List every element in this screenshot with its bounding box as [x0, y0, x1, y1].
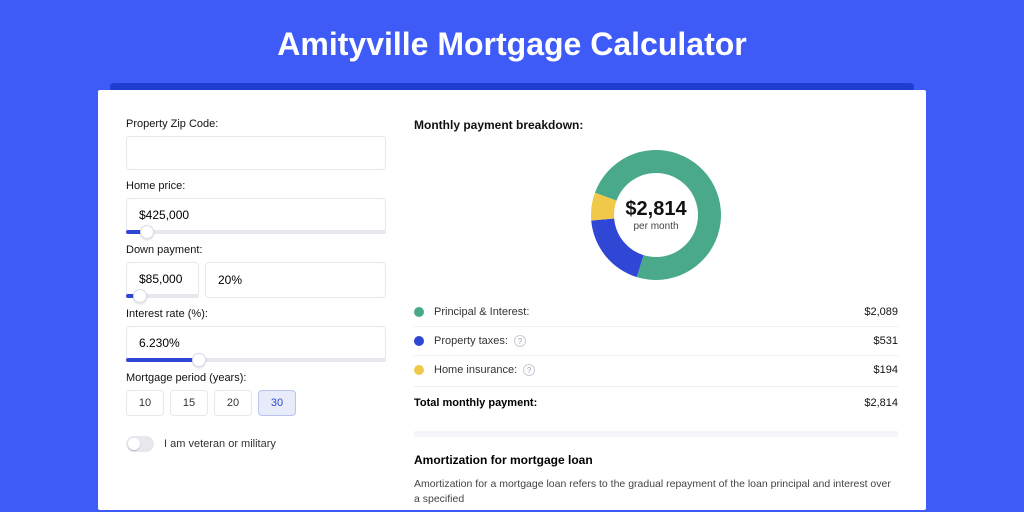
donut-chart: $2,814 per month	[414, 150, 898, 280]
legend-value-tax: $531	[874, 335, 898, 347]
input-down-payment-pct[interactable]	[205, 262, 386, 298]
label-interest: Interest rate (%):	[126, 308, 386, 320]
amort-title: Amortization for mortgage loan	[414, 453, 898, 467]
field-interest: Interest rate (%):	[126, 308, 386, 362]
field-period: Mortgage period (years): 10152030	[126, 372, 386, 416]
field-zip: Property Zip Code:	[126, 118, 386, 170]
toggle-knob-icon	[128, 438, 140, 450]
slider-thumb-down-payment[interactable]	[133, 289, 147, 303]
legend-label-pi: Principal & Interest:	[434, 306, 529, 318]
breakdown-title: Monthly payment breakdown:	[414, 118, 898, 132]
field-home-price: Home price:	[126, 180, 386, 234]
field-veteran: I am veteran or military	[126, 436, 386, 452]
total-label: Total monthly payment:	[414, 397, 537, 409]
donut-center: $2,814 per month	[625, 198, 686, 232]
toggle-veteran[interactable]	[126, 436, 154, 452]
slider-interest[interactable]	[126, 358, 386, 362]
slider-thumb-interest[interactable]	[192, 353, 206, 367]
period-btn-15[interactable]: 15	[170, 390, 208, 416]
total-value: $2,814	[864, 397, 898, 409]
calculator-card: Property Zip Code: Home price: Down paym…	[98, 90, 926, 510]
legend-value-ins: $194	[874, 364, 898, 376]
input-interest[interactable]	[126, 326, 386, 360]
swatch-pi	[414, 307, 424, 317]
label-zip: Property Zip Code:	[126, 118, 386, 130]
form-panel: Property Zip Code: Home price: Down paym…	[126, 118, 386, 482]
swatch-tax	[414, 336, 424, 346]
slider-thumb-home-price[interactable]	[140, 225, 154, 239]
input-home-price[interactable]	[126, 198, 386, 232]
swatch-ins	[414, 365, 424, 375]
period-btn-10[interactable]: 10	[126, 390, 164, 416]
page-title: Amityville Mortgage Calculator	[0, 0, 1024, 83]
legend-value-pi: $2,089	[864, 306, 898, 318]
legend-label-tax: Property taxes:	[434, 335, 508, 347]
info-icon[interactable]: ?	[523, 364, 535, 376]
legend-label-ins: Home insurance:	[434, 364, 517, 376]
period-btn-20[interactable]: 20	[214, 390, 252, 416]
period-btn-30[interactable]: 30	[258, 390, 296, 416]
legend-row-pi: Principal & Interest: $2,089	[414, 298, 898, 327]
amort-text: Amortization for a mortgage loan refers …	[414, 477, 898, 506]
slider-down-payment[interactable]	[126, 294, 199, 298]
slider-home-price[interactable]	[126, 230, 386, 234]
legend-row-tax: Property taxes:? $531	[414, 327, 898, 356]
field-down-payment: Down payment:	[126, 244, 386, 298]
donut-amount: $2,814	[625, 198, 686, 221]
label-period: Mortgage period (years):	[126, 372, 386, 384]
total-row: Total monthly payment: $2,814	[414, 386, 898, 423]
breakdown-panel: Monthly payment breakdown: $2,814 per mo…	[414, 118, 898, 482]
amortization-section: Amortization for mortgage loan Amortizat…	[414, 431, 898, 506]
card-header-bar	[110, 83, 914, 90]
info-icon[interactable]: ?	[514, 335, 526, 347]
label-veteran: I am veteran or military	[164, 438, 276, 450]
label-home-price: Home price:	[126, 180, 386, 192]
legend-row-ins: Home insurance:? $194	[414, 356, 898, 384]
donut-sub: per month	[625, 221, 686, 232]
input-zip[interactable]	[126, 136, 386, 170]
legend: Principal & Interest: $2,089 Property taxe…	[414, 298, 898, 384]
label-down-payment: Down payment:	[126, 244, 386, 256]
